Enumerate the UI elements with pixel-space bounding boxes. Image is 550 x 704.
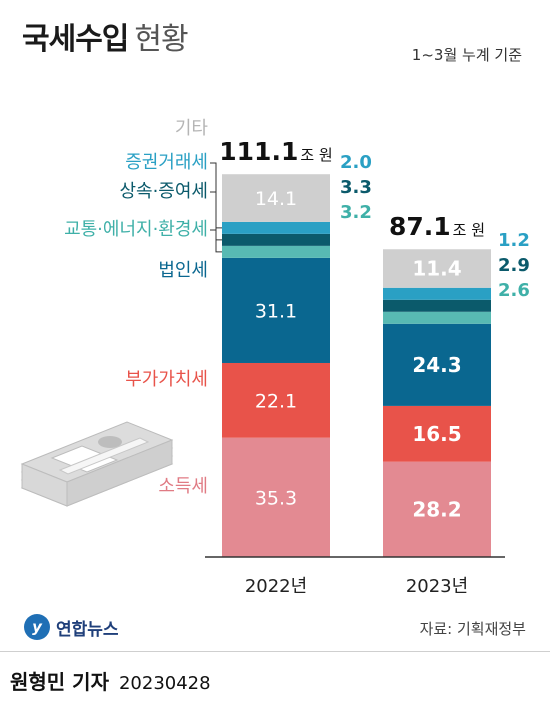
title-sub: 현황 bbox=[134, 22, 188, 57]
side-value-label-0-5: 2.0 bbox=[340, 152, 372, 173]
bar-segment-0-0 bbox=[222, 437, 330, 557]
series-name-label-2: 법인세 bbox=[158, 260, 208, 281]
series-name-label-5: 증권거래세 bbox=[125, 152, 208, 173]
reporter-name: 원형민 기자 bbox=[10, 670, 109, 694]
bar-segment-1-2 bbox=[383, 323, 491, 406]
total-label-1: 87.1 조 원 bbox=[389, 212, 485, 241]
byline: 원형민 기자 20230428 bbox=[10, 666, 211, 695]
yonhap-logo: y 연합뉴스 bbox=[24, 614, 119, 640]
value-label-0-2: 31.1 bbox=[255, 300, 297, 322]
bar-segment-0-3 bbox=[222, 245, 330, 258]
value-label-0-0: 35.3 bbox=[255, 487, 297, 509]
bar-segment-0-4 bbox=[222, 233, 330, 246]
series-name-label-3: 교통·에너지·환경세 bbox=[64, 219, 208, 240]
logo-icon: y bbox=[24, 614, 50, 640]
value-label-0-6: 14.1 bbox=[255, 188, 297, 210]
chart-title: 국세수입 현황 bbox=[22, 14, 189, 58]
bar-segment-1-4 bbox=[383, 299, 491, 312]
value-label-1-1: 16.5 bbox=[412, 422, 461, 446]
category-label-1: 2023년 bbox=[406, 576, 468, 597]
total-label-0: 111.1 조 원 bbox=[219, 137, 332, 166]
basis-note: 1~3월 누계 기준 bbox=[411, 46, 522, 64]
series-name-label-1: 부가가치세 bbox=[125, 369, 208, 390]
connector-line-3 bbox=[210, 229, 222, 253]
bars-group: 35.3 22.1 31.1 3.2 3.3 2.0 14.1 111.1 조 원 2022년 소득… bbox=[64, 118, 530, 597]
bar-segment-0-5 bbox=[222, 221, 330, 234]
bar-segment-1-3 bbox=[383, 311, 491, 324]
bar-segment-1-0 bbox=[383, 461, 491, 557]
bar-segment-0-6 bbox=[222, 174, 330, 222]
bar-segment-1-1 bbox=[383, 405, 491, 462]
value-label-1-2: 24.3 bbox=[412, 353, 461, 377]
value-label-1-6: 11.4 bbox=[412, 257, 461, 281]
logo-text: 연합뉴스 bbox=[56, 619, 119, 640]
connector-line-4 bbox=[210, 191, 222, 241]
byline-date: 20230428 bbox=[118, 673, 211, 694]
series-name-label-6: 기타 bbox=[175, 118, 209, 139]
bar-segment-1-5 bbox=[383, 287, 491, 300]
series-name-label-4: 상속·증여세 bbox=[119, 181, 208, 202]
bar-segment-1-6 bbox=[383, 249, 491, 288]
category-label-0: 2022년 bbox=[245, 576, 307, 597]
bar-segment-0-2 bbox=[222, 257, 330, 363]
source-note: 자료: 기획재정부 bbox=[419, 620, 526, 638]
banknote-stack-icon bbox=[20, 421, 174, 507]
bar-segment-0-1 bbox=[222, 362, 330, 438]
side-value-label-0-3: 3.2 bbox=[340, 202, 372, 223]
value-label-0-1: 22.1 bbox=[255, 390, 297, 412]
side-value-label-1-3: 2.6 bbox=[498, 280, 530, 301]
title-main: 국세수입 bbox=[22, 22, 129, 57]
series-name-label-0: 소득세 bbox=[158, 476, 208, 497]
side-value-label-1-4: 2.9 bbox=[498, 255, 530, 276]
side-value-label-1-5: 1.2 bbox=[498, 230, 530, 251]
footer-divider bbox=[0, 651, 550, 652]
side-value-label-0-4: 3.3 bbox=[340, 177, 372, 198]
value-label-1-0: 28.2 bbox=[412, 497, 461, 521]
